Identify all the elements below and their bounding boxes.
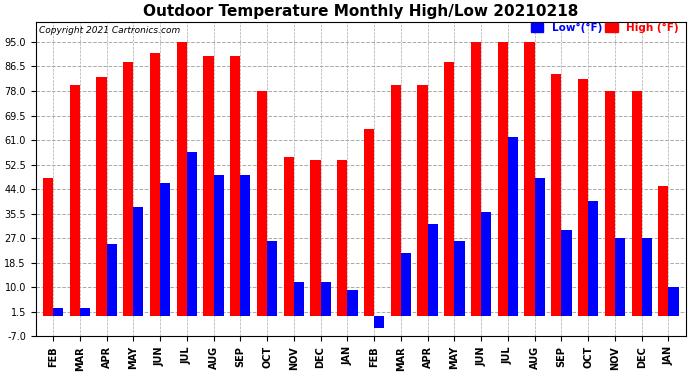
- Title: Outdoor Temperature Monthly High/Low 20210218: Outdoor Temperature Monthly High/Low 202…: [143, 4, 578, 19]
- Bar: [428, 224, 437, 316]
- Bar: [524, 42, 535, 316]
- Bar: [578, 80, 588, 316]
- Bar: [481, 212, 491, 316]
- Bar: [364, 129, 374, 316]
- Bar: [658, 186, 669, 316]
- Bar: [240, 175, 250, 316]
- Bar: [669, 287, 678, 316]
- Bar: [508, 137, 518, 316]
- Bar: [642, 238, 652, 316]
- Bar: [497, 42, 508, 316]
- Bar: [214, 175, 224, 316]
- Bar: [230, 56, 240, 316]
- Bar: [417, 85, 428, 316]
- Bar: [267, 241, 277, 316]
- Bar: [444, 62, 455, 316]
- Bar: [374, 316, 384, 328]
- Bar: [70, 85, 80, 316]
- Bar: [321, 282, 331, 316]
- Bar: [294, 282, 304, 316]
- Bar: [133, 207, 144, 316]
- Bar: [160, 183, 170, 316]
- Bar: [43, 178, 53, 316]
- Bar: [80, 308, 90, 316]
- Bar: [257, 91, 267, 316]
- Bar: [347, 290, 357, 316]
- Bar: [391, 85, 401, 316]
- Bar: [204, 56, 214, 316]
- Bar: [455, 241, 464, 316]
- Bar: [631, 91, 642, 316]
- Bar: [562, 230, 571, 316]
- Bar: [337, 160, 347, 316]
- Bar: [106, 244, 117, 316]
- Bar: [310, 160, 321, 316]
- Bar: [401, 253, 411, 316]
- Bar: [123, 62, 133, 316]
- Text: Copyright 2021 Cartronics.com: Copyright 2021 Cartronics.com: [39, 27, 180, 36]
- Bar: [97, 76, 106, 316]
- Bar: [187, 152, 197, 316]
- Bar: [471, 42, 481, 316]
- Bar: [604, 91, 615, 316]
- Bar: [615, 238, 625, 316]
- Legend: Low°(°F), High (°F): Low°(°F), High (°F): [529, 21, 680, 35]
- Bar: [284, 158, 294, 316]
- Bar: [588, 201, 598, 316]
- Bar: [535, 178, 545, 316]
- Bar: [177, 42, 187, 316]
- Bar: [53, 308, 63, 316]
- Bar: [150, 54, 160, 316]
- Bar: [551, 74, 562, 316]
